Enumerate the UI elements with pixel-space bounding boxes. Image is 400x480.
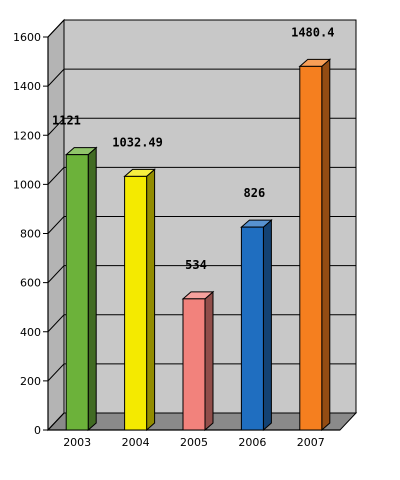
x-tick-labels: 2003 2004 2005 2006 2007	[63, 436, 325, 449]
bar	[240, 219, 273, 432]
y-tick-label: 800	[20, 228, 41, 241]
bars	[64, 58, 332, 432]
x-tick-label: 2003	[63, 436, 91, 449]
bar-front	[182, 298, 206, 431]
bar-front	[299, 65, 323, 431]
data-label: 1121	[52, 114, 81, 128]
x-tick-label: 2007	[297, 436, 325, 449]
bar	[64, 146, 98, 432]
x-tick-label: 2006	[238, 436, 266, 449]
y-tick-label: 0	[34, 424, 41, 437]
gridline	[47, 117, 356, 136]
bar-side	[321, 58, 331, 432]
gridline	[47, 166, 356, 185]
data-label: 1480.4	[291, 25, 334, 39]
y-tick-label: 200	[20, 375, 41, 388]
bar-side	[204, 290, 214, 432]
x-tick-label: 2005	[180, 436, 208, 449]
x-tick-label: 2004	[122, 436, 150, 449]
gridline	[47, 68, 356, 87]
gridline	[47, 216, 356, 234]
bar-front	[124, 175, 148, 431]
data-label: 534	[185, 258, 207, 272]
data-label: 826	[244, 186, 266, 200]
bar	[181, 290, 215, 432]
bar-side	[146, 168, 156, 432]
data-label: 1032.49	[112, 135, 163, 149]
y-tick-label: 1400	[13, 80, 41, 93]
bar	[298, 58, 332, 432]
bar-front	[240, 226, 264, 431]
bar-front	[65, 154, 89, 431]
y-tick-label: 1600	[13, 31, 41, 44]
y-tick-label: 400	[20, 326, 41, 339]
y-tick-label: 600	[20, 277, 41, 290]
y-tick-label: 1200	[13, 129, 41, 142]
gridline	[47, 19, 356, 38]
bar-side	[87, 146, 97, 432]
bar	[123, 168, 156, 432]
y-tick-labels: 0 200 400 600 800 1000 1200 1400 1600	[13, 31, 41, 437]
data-labels: 1121 1032.49 534 826 1480.4	[52, 25, 334, 271]
y-tick-label: 1000	[13, 178, 41, 191]
bar-side	[262, 219, 272, 432]
